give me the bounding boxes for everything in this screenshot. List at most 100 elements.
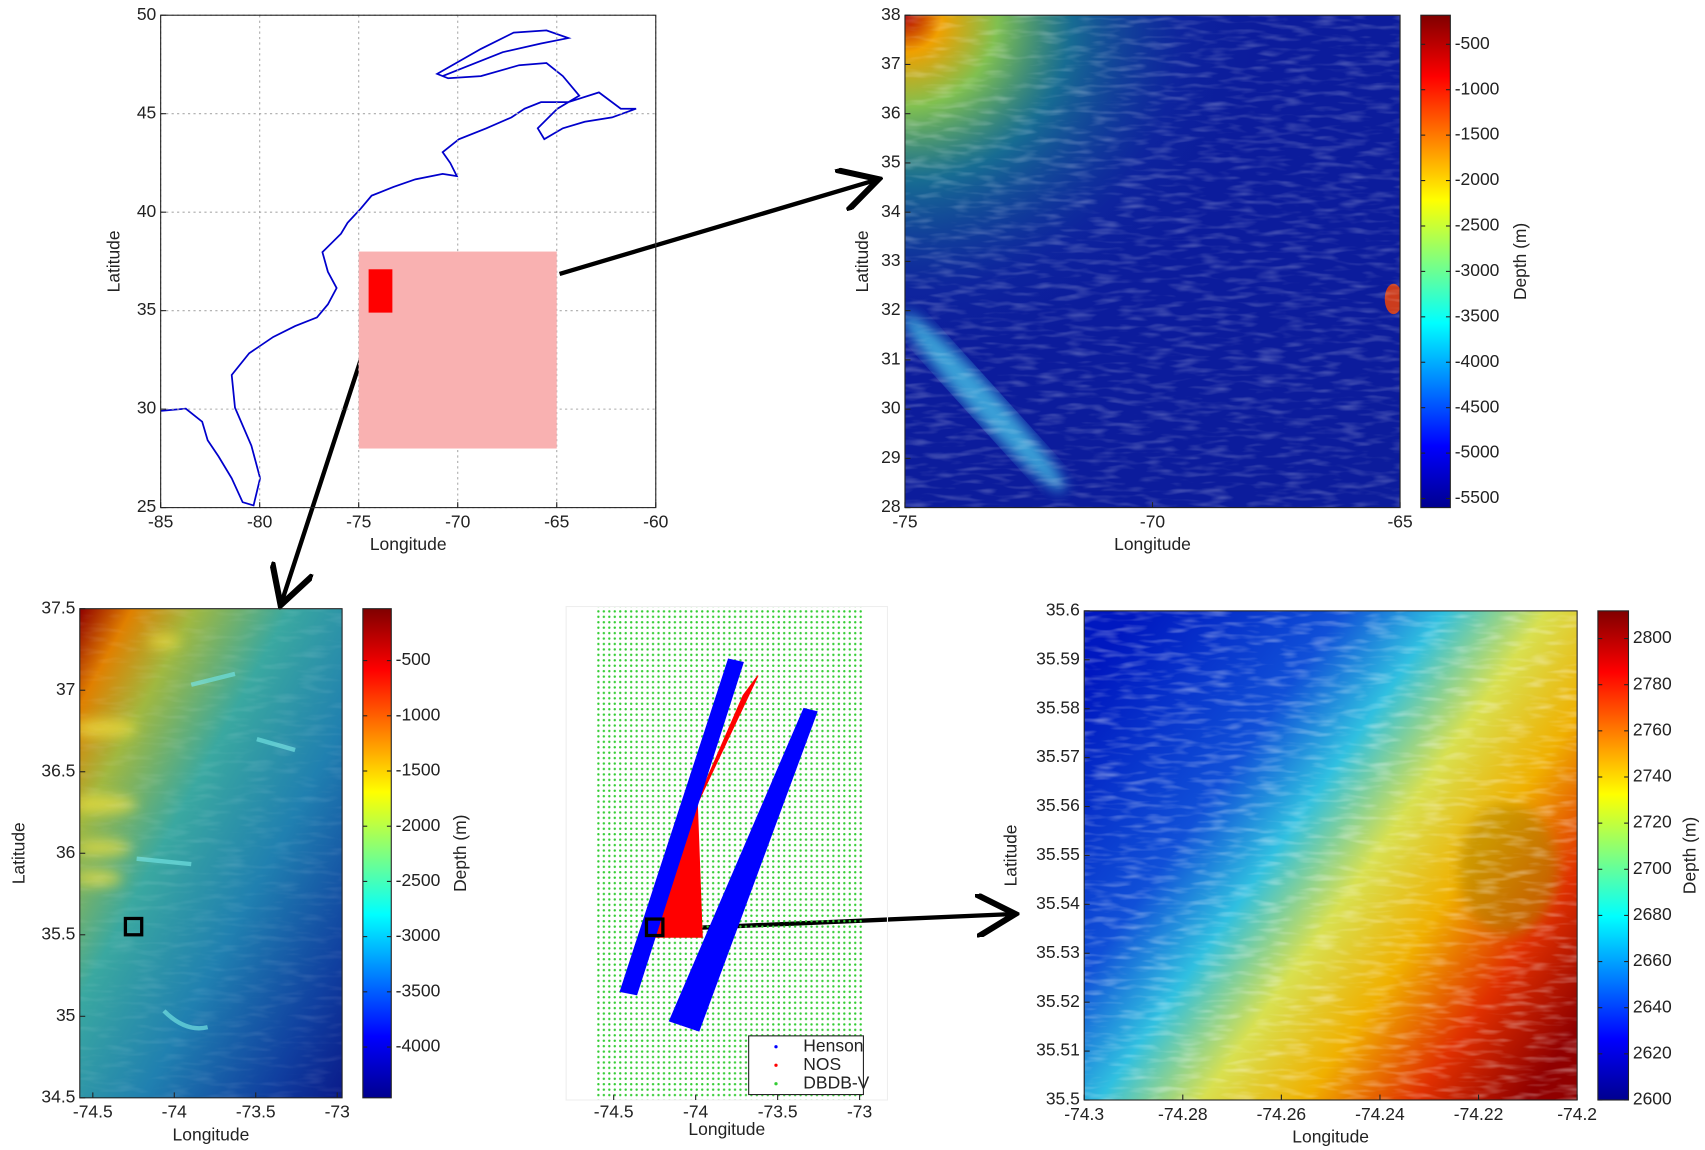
y-tick-label: 36: [56, 842, 75, 862]
colorbar-tick-label: -1000: [396, 704, 441, 724]
x-axis-label: Longitude: [1114, 534, 1191, 554]
y-tick-label: 30: [881, 398, 901, 418]
colorbar-tick-label: -1000: [1455, 78, 1500, 98]
coverage: [619, 658, 818, 1032]
panel: -74.3 -74.28 -74.26 -74.24 -74.22 -74.2 35.5 35…: [1001, 600, 1700, 1147]
y-tick-label: 25: [137, 496, 156, 516]
y-tick-label: 40: [137, 201, 157, 221]
colorbar-tick-label: -2500: [1455, 215, 1500, 235]
colorbar-tick-label: -4000: [1455, 351, 1500, 371]
legend-box: [748, 1035, 864, 1096]
x-tick-label: -73: [847, 1102, 872, 1122]
x-tick-label: -74.26: [1257, 1104, 1307, 1124]
region: [123, 916, 144, 937]
colorbar-tick-label: -3000: [1455, 260, 1500, 280]
colorbar-tick-label: -500: [396, 649, 431, 669]
region: [644, 917, 665, 938]
colorbar-tick-label: -500: [1455, 33, 1490, 53]
y-tick-label: 50: [137, 4, 157, 24]
x-tick-label: -74.2: [1557, 1104, 1597, 1124]
y-tick-label: 37.5: [41, 597, 75, 617]
colorbar-tick-label: -3000: [396, 925, 441, 945]
y-tick-label: 35.5: [1046, 1089, 1080, 1109]
x-tick-label: -74.3: [1064, 1104, 1104, 1124]
y-tick-label: 28: [881, 496, 900, 516]
colorbar: [1597, 610, 1630, 1101]
legend-label: DBDB-V: [803, 1072, 869, 1092]
x-axis-label: Longitude: [688, 1119, 765, 1139]
x-tick-label: -74.5: [594, 1102, 634, 1122]
colorbar-tick-label: 2680: [1633, 904, 1672, 924]
depth-field: [79, 608, 343, 1098]
y-tick-label: 35.5: [41, 923, 75, 943]
coastline: [160, 29, 637, 507]
x-axis-label: Longitude: [1292, 1127, 1369, 1147]
colorbar-tick-label: -1500: [1455, 124, 1500, 144]
colorbar-tick-label: -2500: [396, 870, 441, 890]
y-tick-label: 35.58: [1036, 697, 1080, 717]
depth-field: [904, 15, 1401, 508]
y-tick-label: 37: [881, 53, 900, 73]
field-texture: [904, 15, 1401, 508]
colorbar-tick-label: -5000: [1455, 442, 1500, 462]
y-tick-label: 35.51: [1036, 1040, 1080, 1060]
x-tick-label: -74.22: [1454, 1104, 1504, 1124]
y-tick-label: 34.5: [41, 1086, 75, 1106]
x-tick-label: -75: [892, 511, 917, 531]
colorbar-tick-label: -4000: [396, 1036, 441, 1056]
y-tick-label: 34: [881, 201, 901, 221]
legend-label: NOS: [803, 1054, 841, 1074]
y-tick-label: 35.6: [1046, 600, 1080, 620]
y-tick-label: 36.5: [41, 760, 75, 780]
colorbar-label: Depth (m): [1679, 817, 1699, 894]
x-tick-label: -80: [247, 511, 273, 531]
colorbar-tick-label: -1500: [396, 760, 441, 780]
y-tick-label: 35: [56, 1005, 75, 1025]
panel: -85 -80 -75 -70 -65 -60 25 30 35 40 45 50 Longitude L…: [103, 4, 668, 554]
x-tick-label: -74: [683, 1102, 709, 1122]
colorbar-tick-label: 2640: [1633, 996, 1672, 1016]
frame: [1083, 610, 1578, 1101]
x-tick-label: -85: [148, 511, 173, 531]
y-tick-label: 38: [881, 4, 900, 24]
colorbar-tick-label: -2000: [396, 815, 441, 835]
y-tick-label: 31: [881, 349, 900, 369]
y-tick-label: 29: [881, 447, 900, 467]
colorbar: [362, 608, 392, 1099]
y-tick-label: 35.55: [1036, 844, 1080, 864]
arrow: [558, 180, 875, 276]
x-axis-label: Longitude: [173, 1125, 250, 1145]
colorbar-tick-label: -4500: [1455, 396, 1500, 416]
x-tick-label: -74.5: [73, 1102, 113, 1122]
colorbar-tick-label: -3500: [396, 980, 441, 1000]
y-tick-label: 32: [881, 299, 900, 319]
y-tick-label: 35.56: [1036, 795, 1080, 815]
x-tick-label: -74: [162, 1102, 188, 1122]
x-tick-label: -74.28: [1158, 1104, 1208, 1124]
colorbar-tick-label: -5500: [1455, 487, 1500, 507]
x-tick-label: -73.5: [758, 1102, 798, 1122]
x-tick-label: -70: [1140, 511, 1166, 531]
legend-label: Henson: [803, 1035, 863, 1055]
y-tick-label: 30: [137, 398, 157, 418]
colorbar-tick-label: 2600: [1633, 1089, 1672, 1109]
frame: [160, 14, 657, 509]
legend-marker: [774, 1063, 778, 1067]
field-texture: [1084, 610, 1578, 1100]
panel: -74.5 -74 -73.5 -73 34.5 35 35.5 36 36.5 37 37.5 Lo…: [8, 597, 470, 1144]
y-tick-label: 35.57: [1036, 746, 1080, 766]
colorbar-tick-label: 2780: [1633, 673, 1672, 693]
legend-marker: [774, 1082, 778, 1086]
region: [368, 269, 393, 313]
colorbar-label: Depth (m): [450, 815, 470, 892]
x-tick-label: -74.24: [1355, 1104, 1405, 1124]
y-tick-label: 35.53: [1036, 942, 1080, 962]
colorbar-tick-label: 2740: [1633, 766, 1672, 786]
y-tick-label: 36: [881, 102, 900, 122]
colorbar-label: Depth (m): [1510, 223, 1530, 300]
colorbar-tick-label: 2720: [1633, 812, 1672, 832]
y-tick-label: 35.52: [1036, 991, 1080, 1011]
